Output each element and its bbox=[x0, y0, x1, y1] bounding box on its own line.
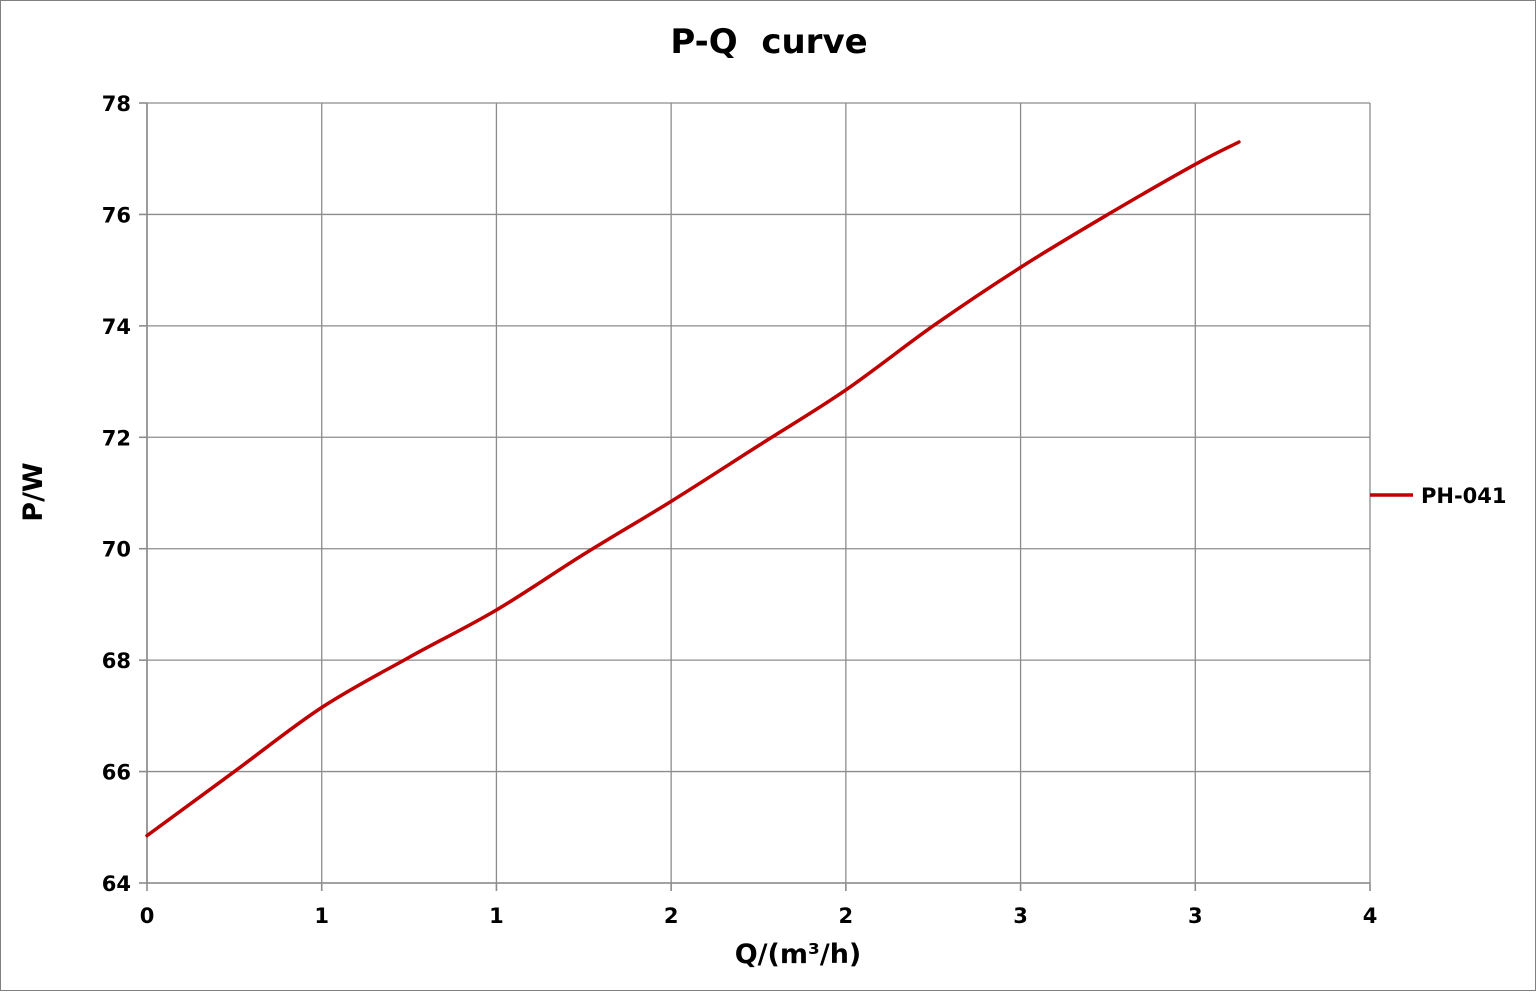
series-line-ph-041 bbox=[145, 140, 1241, 838]
axes bbox=[146, 103, 1370, 884]
legend: PH-041 bbox=[1370, 484, 1507, 508]
y-tick-label: 70 bbox=[102, 538, 131, 562]
grid-lines bbox=[146, 102, 1371, 884]
x-tick-label: 1 bbox=[314, 904, 329, 928]
y-axis-title: P/W bbox=[18, 462, 49, 521]
y-tick-label: 72 bbox=[102, 426, 131, 450]
x-tick-label: 4 bbox=[1363, 904, 1378, 928]
x-axis-title: Q/(m³/h) bbox=[735, 939, 862, 970]
x-tick-label: 0 bbox=[140, 904, 155, 928]
series-lines bbox=[145, 140, 1241, 838]
legend-label: PH-041 bbox=[1421, 484, 1507, 508]
x-tick-label: 3 bbox=[1013, 904, 1028, 928]
y-axis-ticks: 64 66 68 70 72 74 76 78 bbox=[102, 92, 147, 896]
y-tick-label: 68 bbox=[102, 649, 131, 673]
y-tick-label: 74 bbox=[102, 315, 131, 339]
y-tick-label: 64 bbox=[102, 872, 131, 896]
x-axis-ticks: 0 1 1 2 2 3 3 4 bbox=[140, 883, 1378, 928]
x-tick-label: 2 bbox=[839, 904, 854, 928]
chart-title: P-Q curve bbox=[670, 22, 867, 62]
x-tick-label: 1 bbox=[489, 904, 504, 928]
y-tick-label: 78 bbox=[102, 92, 131, 116]
x-tick-label: 3 bbox=[1188, 904, 1203, 928]
y-tick-label: 66 bbox=[102, 761, 131, 785]
x-tick-label: 2 bbox=[664, 904, 679, 928]
y-tick-label: 76 bbox=[102, 203, 131, 227]
